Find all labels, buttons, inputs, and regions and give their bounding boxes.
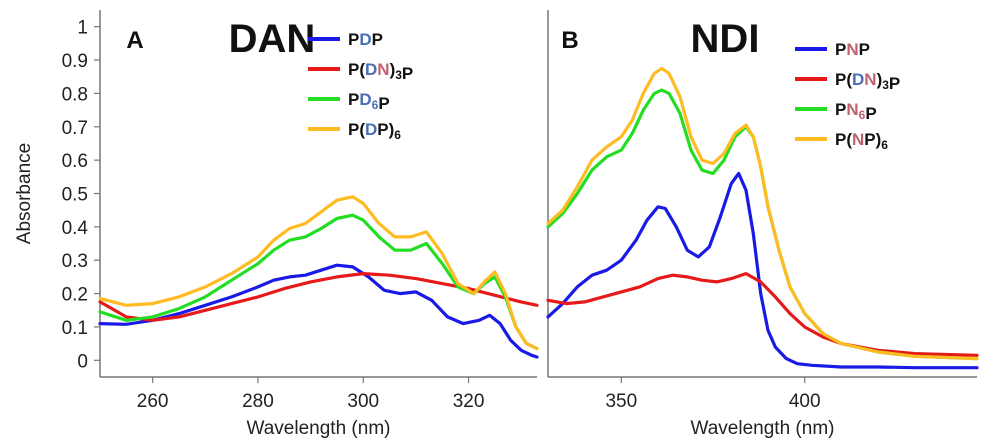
y-tick-label: 0 bbox=[77, 351, 88, 372]
y-tick-label: 0.3 bbox=[62, 251, 88, 272]
x-tick-label: 400 bbox=[789, 391, 821, 412]
panel-title: NDI bbox=[691, 17, 760, 61]
x-tick-label: 350 bbox=[605, 391, 637, 412]
y-tick-label: 1 bbox=[77, 18, 88, 39]
legend-label: P(DN)3P bbox=[835, 70, 900, 93]
x-tick-label: 260 bbox=[137, 391, 169, 412]
y-tick-label: 0.8 bbox=[62, 84, 88, 105]
x-tick-label: 300 bbox=[347, 391, 379, 412]
x-tick-label: 320 bbox=[453, 391, 485, 412]
panel-ndi: 350 400 Wavelength (nm) B NDI PNP P(DN)3P PN6P P… bbox=[546, 10, 979, 438]
series-line bbox=[546, 171, 979, 370]
y-axis-title: Absorbance bbox=[14, 143, 35, 244]
panel-letter: A bbox=[126, 27, 143, 54]
legend-label: P(DP)6 bbox=[348, 120, 401, 142]
series-line bbox=[98, 213, 539, 351]
legend-label: P(NP)6 bbox=[835, 130, 888, 152]
y-tick-label: 0.1 bbox=[62, 318, 88, 339]
series-line bbox=[98, 195, 539, 351]
y-tick-label: 0.7 bbox=[62, 118, 88, 139]
y-tick-label: 0.6 bbox=[62, 151, 88, 172]
legend-label: PDP bbox=[348, 30, 383, 49]
panel-title: DAN bbox=[229, 17, 316, 61]
y-tick-label: 0.5 bbox=[62, 185, 88, 206]
series-line bbox=[98, 272, 539, 322]
x-tick-label: 280 bbox=[242, 391, 274, 412]
y-tick-label: 0.2 bbox=[62, 285, 88, 306]
legend-label: PNP bbox=[835, 40, 870, 59]
y-tick-label: 0.9 bbox=[62, 51, 88, 72]
series-line bbox=[546, 66, 979, 361]
y-tick-label: 0.4 bbox=[62, 218, 89, 239]
legend-label: P(DN)3P bbox=[348, 60, 413, 83]
x-axis-title: Wavelength (nm) bbox=[691, 418, 835, 438]
series-line bbox=[98, 263, 539, 359]
panel-letter: B bbox=[561, 27, 578, 54]
legend-label: PN6P bbox=[835, 100, 877, 123]
legend-label: PD6P bbox=[348, 90, 390, 113]
x-axis-title: Wavelength (nm) bbox=[247, 418, 391, 438]
panel-dan: 0 0.1 0.2 0.3 0.4 0.5 0.6 0.7 0.8 0.9 1 260 280 300 32… bbox=[14, 10, 539, 438]
